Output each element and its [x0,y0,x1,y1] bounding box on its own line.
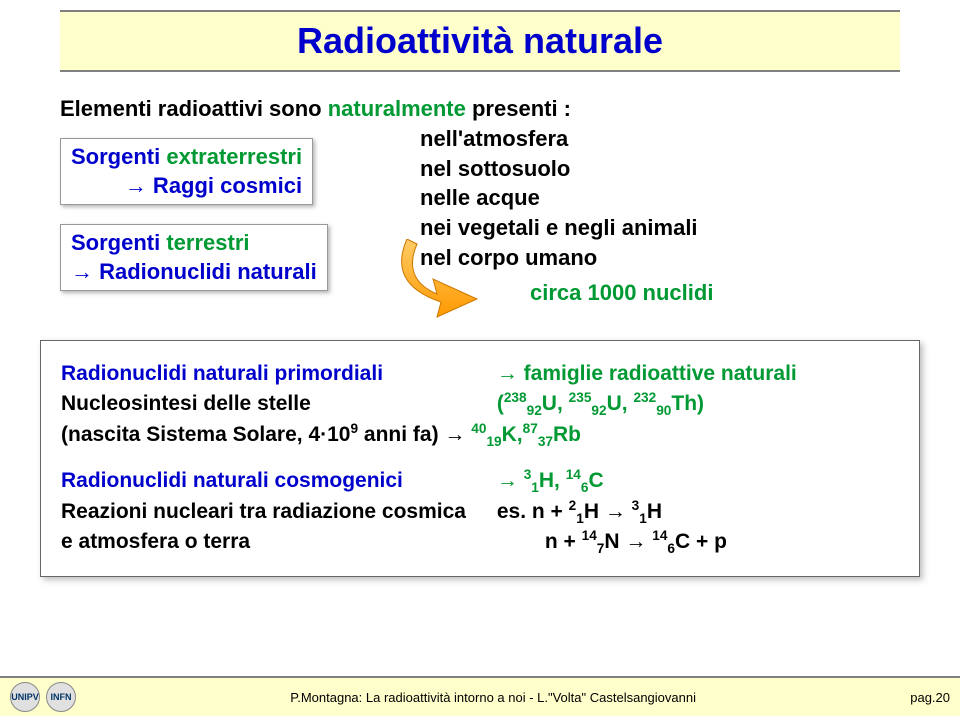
pill1-line2: → Raggi cosmici [71,172,302,201]
pill1-line1a: Sorgenti [71,144,166,169]
atmosfera-label: e atmosfera o terra [61,527,491,557]
circa-nuclidi: circa 1000 nuclidi [530,280,713,306]
intro-line: Elementi radioattivi sono naturalmente p… [60,96,571,122]
bullet-atmosfera: nell'atmosfera [420,124,698,154]
logo-infn-icon: INFN [46,682,76,712]
main-content-box: Radionuclidi naturali primordiali → fami… [40,340,920,577]
reaction-1: es. n + 21H → 31H [497,497,662,527]
isotopes-krb: 4019K,8737Rb [471,423,581,446]
title-bar: Radioattività naturale [60,10,900,72]
pill2-line2: → Radionuclidi naturali [71,258,317,287]
pill2-line1b: terrestri [166,230,249,255]
isotopes-hc: → 31H, 146C [497,466,604,496]
nucleosintesi-label: Nucleosintesi delle stelle [61,389,491,419]
intro-mid: naturalmente [328,96,466,121]
intro-pre: Elementi radioattivi sono [60,96,328,121]
footer-page: pag.20 [910,690,950,705]
footer-logos: UNIPV INFN [10,682,76,712]
page-title: Radioattività naturale [297,20,663,61]
famiglie-label: → famiglie radioattive naturali [497,359,797,389]
cosmogenici-label: Radionuclidi naturali cosmogenici [61,466,491,496]
footer-text: P.Montagna: La radioattività intorno a n… [76,690,910,705]
logo-unipv-icon: UNIPV [10,682,40,712]
reazioni-label: Reazioni nucleari tra radiazione cosmica [61,497,491,527]
nascita-label: (nascita Sistema Solare, 4·109 anni fa) … [61,423,471,446]
reaction-2: n + 147N → 146C + p [497,527,727,557]
pill-extraterrestri: Sorgenti extraterrestri → Raggi cosmici [60,138,313,205]
footer-bar: UNIPV INFN P.Montagna: La radioattività … [0,676,960,716]
curved-arrow-icon [397,239,517,319]
pill1-line1b: extraterrestri [166,144,302,169]
intro-post: presenti : [466,96,571,121]
pill2-line1a: Sorgenti [71,230,166,255]
isotopes-uth: (23892U, 23592U, 23290Th) [497,389,704,419]
primordiali-label: Radionuclidi naturali primordiali [61,359,491,389]
bullet-acque: nelle acque [420,183,698,213]
bullet-sottosuolo: nel sottosuolo [420,154,698,184]
pill-terrestri: Sorgenti terrestri → Radionuclidi natura… [60,224,328,291]
